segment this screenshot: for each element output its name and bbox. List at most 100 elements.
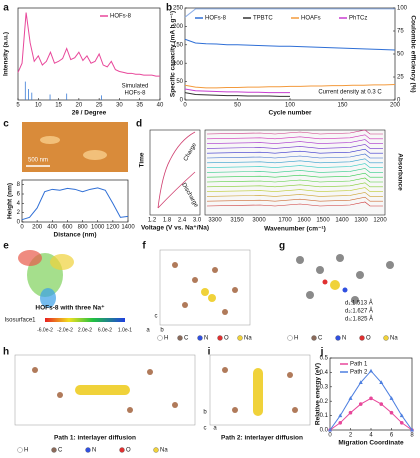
y-tick-label: 0.2 — [320, 399, 329, 405]
marker — [389, 410, 394, 415]
spectrum-decor — [206, 163, 383, 168]
series-line — [184, 92, 290, 97]
atom-label: N — [342, 336, 346, 342]
atom-swatch — [217, 335, 223, 341]
y-tick-label: 250 — [173, 6, 184, 12]
x-tick-label: 1000 — [91, 225, 105, 231]
x-tick-label: 5 — [16, 103, 20, 109]
voltage-tick-label: 1.8 — [163, 218, 172, 224]
spectrum-decor — [206, 144, 383, 149]
axis-label: a — [213, 426, 217, 432]
legend-label: TPBTC — [253, 16, 273, 22]
y-axis-label: Height (nm) — [7, 183, 14, 219]
time-label: Time — [139, 152, 146, 167]
marker — [358, 402, 363, 406]
x-tick-label: 200 — [32, 225, 43, 231]
atom-swatch — [237, 335, 243, 341]
plot-frame — [21, 179, 129, 223]
crystal-i — [209, 354, 311, 426]
colorbar-label: 2.0e-2 — [78, 327, 92, 333]
x-tick-label: 0 — [328, 433, 332, 439]
x-tick-label: 1200 — [106, 225, 120, 231]
wavenumber-tick-label: 1300 — [354, 218, 368, 224]
caption: HOFs-8 with three Na⁺ — [35, 305, 105, 312]
atom-swatch — [153, 447, 159, 453]
y-tick-label: 100 — [173, 61, 184, 67]
y-tick-label: 50 — [176, 79, 183, 85]
atom-label: Na — [160, 448, 168, 454]
legend-label: PhTCz — [349, 16, 367, 22]
atom-swatch — [17, 447, 23, 453]
axis-label: c — [204, 426, 207, 432]
atom-swatch — [177, 335, 183, 341]
x-tick-label: 1400 — [121, 225, 135, 231]
y-axis-label: Specific capacity (mA h g⁻¹) — [170, 11, 177, 97]
x-tick-label: 600 — [62, 225, 73, 231]
structure-g — [296, 254, 394, 304]
marker — [348, 396, 353, 400]
atom-label: C — [184, 336, 189, 342]
spectrum-decor — [206, 172, 383, 178]
series-line — [184, 8, 395, 18]
legend-label: Path 1 — [350, 362, 368, 368]
plot-frame — [17, 7, 161, 101]
y-tick-label: 0.3 — [320, 384, 329, 390]
atom-swatch — [51, 447, 57, 453]
axis-label: b — [160, 328, 164, 334]
atom-label: H — [24, 448, 28, 454]
y-tick-label: 200 — [173, 24, 184, 30]
wavenumber-tick-label: 1600 — [297, 218, 311, 224]
y-axis-label: Intensity (a.u.) — [3, 32, 10, 76]
wavenumber-tick-label: 1700 — [278, 218, 292, 224]
legend-label: Path 2 — [350, 370, 368, 376]
wavenumber-tick-label: 3150 — [230, 218, 244, 224]
marker — [389, 396, 394, 400]
x-axis-label: 2θ / Degree — [72, 110, 107, 117]
panel-label: c — [3, 119, 9, 130]
x-tick-label: 8 — [410, 433, 414, 439]
spectrum-decor — [206, 196, 383, 202]
wavenumber-tick-label: 1500 — [316, 218, 330, 224]
series-line — [17, 12, 160, 77]
voltage-tick-label: 1.2 — [148, 218, 157, 224]
spectrum-decor — [206, 187, 383, 192]
panel-label: a — [3, 3, 9, 14]
y-tick-label: 0.4 — [320, 370, 329, 376]
y-axis-label: Relative energy (eV) — [315, 363, 322, 425]
atom-label: Na — [390, 336, 398, 342]
legend-label: HOFs-8 — [205, 16, 227, 22]
atom-label: Na — [244, 336, 252, 342]
crystal-f — [159, 249, 251, 326]
voltage-tick-label: 2.4 — [178, 218, 187, 224]
y-tick-label: 6 — [17, 192, 21, 198]
spectra-frame — [204, 129, 386, 216]
wavenumber-tick-label: 3300 — [208, 218, 222, 224]
y2-tick-label: 25 — [397, 75, 404, 81]
spectrum-decor — [206, 158, 383, 164]
colorbar-label: 6.0e-2 — [98, 327, 112, 333]
y2-tick-label: 100 — [397, 6, 408, 12]
atom-label: H — [164, 336, 168, 342]
colorbar — [45, 318, 125, 322]
atom-swatch — [197, 335, 203, 341]
afm-image — [22, 122, 128, 172]
marker — [369, 396, 373, 401]
spectrum-decor — [206, 153, 383, 159]
x-tick-label: 25 — [96, 103, 103, 109]
spectra — [206, 129, 383, 207]
annotation: 500 nm — [28, 158, 48, 164]
atom-swatch — [287, 335, 293, 341]
atom-label: C — [58, 448, 63, 454]
distance-label: d₂:1.627 Å — [345, 308, 373, 315]
atom-swatch — [157, 335, 163, 341]
spectrum-decor — [206, 182, 383, 188]
charge-label: Charge — [183, 142, 198, 163]
isosurface-label: Isosurface1 — [4, 318, 36, 324]
spectrum-decor — [206, 134, 383, 140]
wavenumber-tick-label: 1200 — [373, 218, 387, 224]
spectrum-decor — [206, 192, 383, 197]
y-tick-label: 0 — [17, 220, 21, 226]
axis-label: b — [203, 410, 207, 416]
wavenumber-tick-label: 3000 — [252, 218, 266, 224]
x-tick-label: 0 — [20, 225, 24, 231]
